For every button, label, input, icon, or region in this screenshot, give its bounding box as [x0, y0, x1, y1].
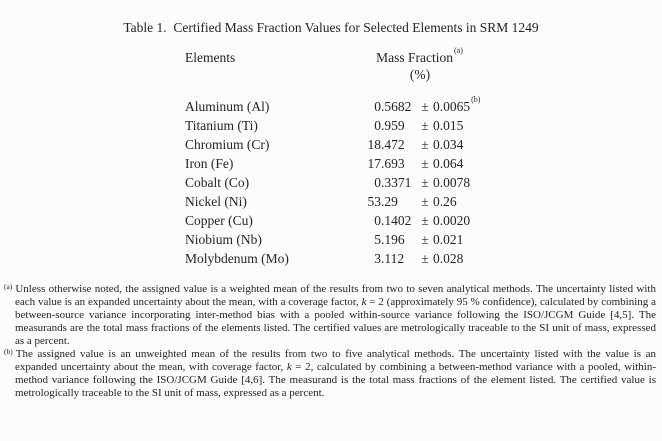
table-row: Cobalt (Co) 0.3371 ±0.0078 — [185, 173, 662, 192]
table-title: Table 1. Certified Mass Fraction Values … — [123, 20, 539, 35]
footnote-ref-a: (a) — [453, 45, 463, 55]
table-row: Molybdenum (Mo) 3.112 ±0.028 — [185, 249, 662, 268]
plus-minus-sign: ± — [421, 232, 429, 247]
table-row: Nickel (Ni) 53.29 ±0.26 — [185, 192, 662, 211]
element-name: Molybdenum (Mo) — [185, 251, 289, 266]
value-fraction-part: .693 — [381, 156, 405, 171]
plus-minus-sign: ± — [421, 194, 429, 209]
uncertainty-value: 0.26 — [433, 194, 457, 209]
footnote-marker: (b) — [4, 347, 13, 356]
plus-minus-sign: ± — [421, 213, 429, 228]
value-integer-part: 0 — [374, 118, 381, 133]
footnote-text: = 2, calculated by combining a between-m… — [15, 361, 656, 399]
footnote: (a) Unless otherwise noted, the assigned … — [4, 283, 656, 348]
uncertainty-value: 0.028 — [433, 251, 464, 266]
element-name: Titanium (Ti) — [185, 118, 258, 133]
footnotes-section: (a) Unless otherwise noted, the assigned … — [4, 283, 656, 400]
footnote-marker: (a) — [4, 282, 13, 291]
plus-minus-sign: ± — [421, 156, 429, 171]
value-fraction-part: .5682 — [381, 99, 412, 114]
element-name: Nickel (Ni) — [185, 194, 247, 209]
uncertainty-value: 0.015 — [433, 118, 464, 133]
mass-fraction-table: Aluminum (Al) 0.5682 ±0.0065(b) Titanium (T… — [185, 94, 662, 268]
element-name: Chromium (Cr) — [185, 137, 270, 152]
value-fraction-part: .1402 — [381, 213, 412, 228]
plus-minus-sign: ± — [421, 175, 429, 190]
plus-minus-sign: ± — [421, 251, 429, 266]
footnote-text: = 2 (approximately 95 % confidence), cal… — [15, 296, 656, 347]
element-name: Aluminum (Al) — [185, 99, 270, 114]
footnote: (b) The assigned value is an unweighted m… — [4, 348, 656, 400]
value-integer-part: 53 — [367, 194, 382, 209]
table-row: Iron (Fe) 17.693 ±0.064 — [185, 154, 662, 173]
table-row: Copper (Cu) 0.1402 ±0.0020 — [185, 211, 662, 230]
value-integer-part: 3 — [374, 251, 381, 266]
value-integer-part: 5 — [374, 232, 381, 247]
uncertainty-value: 0.021 — [433, 232, 464, 247]
uncertainty-value: 0.034 — [433, 137, 464, 152]
value-fraction-part: .196 — [381, 232, 405, 247]
element-name: Copper (Cu) — [185, 213, 253, 228]
plus-minus-sign: ± — [421, 118, 429, 133]
value-fraction-part: .472 — [381, 137, 405, 152]
value-integer-part: 0 — [374, 213, 381, 228]
footnote-text: Unless otherwise noted, the assigned val… — [15, 283, 656, 308]
uncertainty-value: 0.0078 — [433, 175, 471, 190]
table-row: Chromium (Cr) 18.472 ±0.034 — [185, 135, 662, 154]
uncertainty-value: 0.0020 — [433, 213, 471, 228]
column-header-elements: Elements — [185, 50, 236, 65]
value-integer-part: 0 — [374, 99, 381, 114]
value-fraction-part: .959 — [381, 118, 405, 133]
table-row: Niobium (Nb) 5.196 ±0.021 — [185, 230, 662, 249]
plus-minus-sign: ± — [421, 137, 429, 152]
coverage-factor-symbol: k — [361, 296, 367, 308]
table-row: Titanium (Ti) 0.959 ±0.015 — [185, 116, 662, 135]
value-integer-part: 18 — [367, 137, 382, 152]
value-fraction-part: .112 — [381, 251, 405, 266]
plus-minus-sign: ± — [421, 99, 429, 114]
column-header-unit: (%) — [409, 67, 431, 82]
footnote-ref-b: (b) — [471, 94, 481, 104]
footnote-text: The assigned value is an unweighted mean… — [15, 348, 656, 373]
value-integer-part: 17 — [367, 156, 382, 171]
coverage-factor-symbol: k — [286, 361, 292, 373]
value-integer-part: 0 — [374, 175, 381, 190]
value-fraction-part: .29 — [381, 194, 398, 209]
element-name: Cobalt (Co) — [185, 175, 250, 190]
element-name: Niobium (Nb) — [185, 232, 262, 247]
uncertainty-value: 0.0065(b) — [433, 94, 481, 114]
column-header-mass-fraction-label: Mass Fraction — [376, 50, 453, 65]
uncertainty-value: 0.064 — [433, 156, 464, 171]
column-header-mass-fraction: Mass Fraction(a) — [376, 46, 463, 66]
table-row: Aluminum (Al) 0.5682 ±0.0065(b) — [185, 94, 662, 116]
value-fraction-part: .3371 — [381, 175, 412, 190]
element-name: Iron (Fe) — [185, 156, 234, 171]
